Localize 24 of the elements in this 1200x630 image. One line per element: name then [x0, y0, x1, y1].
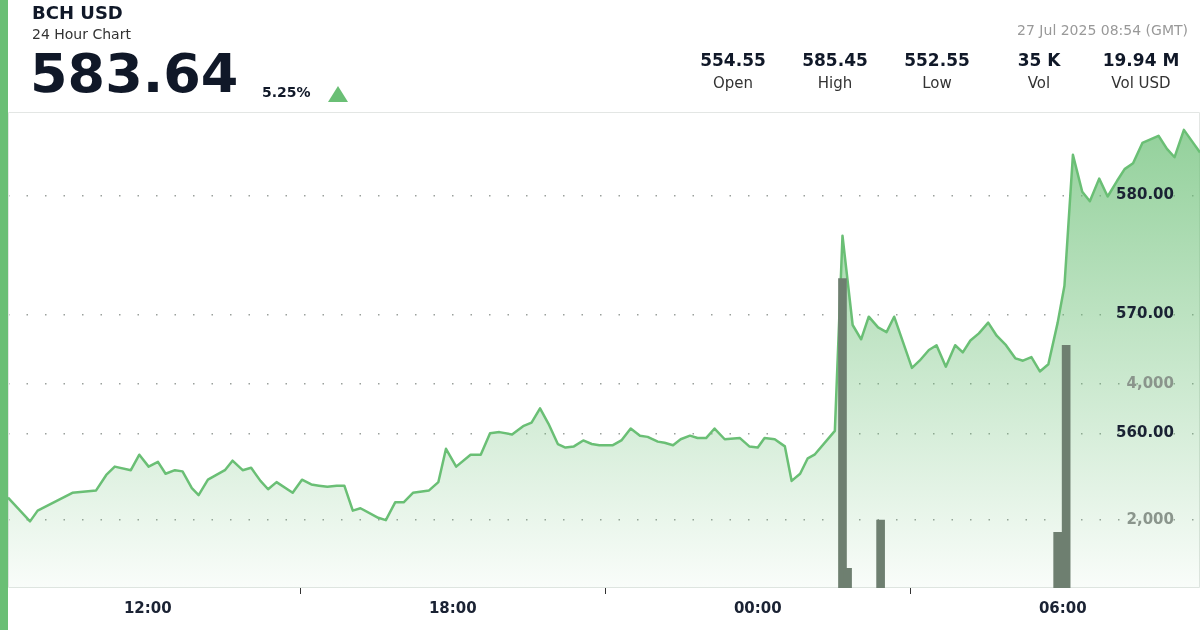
text: 552.55 [903, 50, 971, 70]
text: 35 K [1016, 50, 1062, 70]
x-tick-label: 00:00 [733, 598, 782, 617]
text: Vol [1026, 74, 1052, 92]
text: Open [711, 74, 755, 92]
x-tick-label: 12:00 [123, 598, 172, 617]
chart-title: BCH USD [32, 2, 123, 23]
x-tick-label: 06:00 [1038, 598, 1087, 617]
text: High [816, 74, 854, 92]
text: Vol USD [1110, 74, 1172, 92]
text: 583.64 [30, 42, 239, 105]
text: 5.25% [262, 84, 311, 100]
y2-tick-label: 4,000 [1126, 373, 1174, 392]
chart-subtitle: 24 Hour Chart [32, 26, 131, 42]
y-tick-label: 570.00 [1116, 304, 1174, 323]
y2-tick-label: 2,000 [1126, 509, 1174, 528]
y-tick-label: 580.00 [1116, 185, 1174, 204]
text: 585.45 [801, 50, 869, 70]
text: 19.94 M [1101, 50, 1181, 70]
x-tick-label: 18:00 [428, 598, 477, 617]
text: Low [921, 74, 953, 92]
text: 554.55 [699, 50, 767, 70]
text: 27 Jul 2025 08:54 (GMT) [1017, 22, 1188, 38]
y-tick-label: 560.00 [1116, 423, 1174, 442]
